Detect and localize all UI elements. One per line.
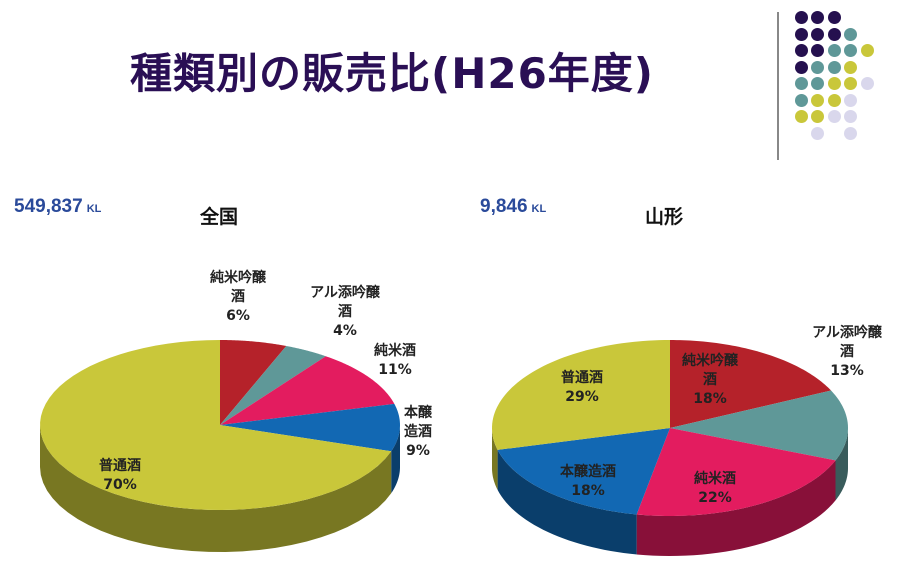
yamagata-chart-title: 山形 <box>645 206 684 228</box>
pie-slice <box>220 356 395 425</box>
decorative-dot <box>795 44 808 57</box>
pie-slice <box>40 340 392 510</box>
national-volume: 549,837 KL <box>14 196 101 218</box>
pie-slice <box>492 340 670 450</box>
pie-slice-side <box>835 428 848 501</box>
pie-slice <box>220 403 400 452</box>
decorative-dot <box>811 126 825 140</box>
decorative-dot <box>811 27 825 41</box>
slice-label-junmai-ginjo-yamagata: 純米吟醸酒 18% <box>679 352 741 409</box>
yamagata-volume: 9,846 KL <box>480 196 546 218</box>
pie-slice <box>636 428 836 516</box>
slice-label-pct: 6% <box>226 308 250 324</box>
yamagata-volume-value: 9,846 <box>480 196 528 217</box>
slice-label: 普通酒 29% <box>561 369 603 405</box>
decorative-dot <box>811 60 825 74</box>
slice-label: アル添吟醸酒 4% <box>310 284 381 339</box>
decorative-dot <box>844 27 858 41</box>
slice-label: 本醸造酒 18% <box>560 463 616 499</box>
national-volume-value: 549,837 <box>14 196 83 217</box>
decorative-dot <box>795 110 808 123</box>
decorative-dot <box>811 110 825 123</box>
slice-label-name: 純米吟醸酒 <box>682 353 738 388</box>
national-volume-unit: KL <box>86 203 102 215</box>
decorative-dot <box>844 126 858 140</box>
decorative-dot <box>844 60 858 74</box>
pie-slice <box>220 340 287 425</box>
pie-slice <box>670 390 848 461</box>
decorative-dot <box>844 44 858 57</box>
decorative-dot <box>811 44 825 57</box>
slice-label: 純米酒 22% <box>694 470 736 506</box>
decorative-dot <box>827 93 841 107</box>
pie-slice-side <box>391 425 400 494</box>
divider-line <box>777 12 779 160</box>
decorative-dot <box>811 11 825 24</box>
slice-label: 純米酒 11% <box>374 342 416 378</box>
decorative-dot <box>811 77 825 90</box>
decorative-dot <box>811 93 825 107</box>
decorative-dot <box>844 77 858 90</box>
decorative-dot <box>827 77 841 90</box>
decorative-dot <box>860 77 874 90</box>
pie-slice-side <box>40 425 392 552</box>
decorative-dot <box>795 60 808 74</box>
decorative-dot <box>844 110 858 123</box>
pie-slice <box>670 340 832 428</box>
pie-slice-side <box>497 449 637 555</box>
decorative-dot <box>795 77 808 90</box>
decorative-dot <box>827 60 841 74</box>
slice-label: 普通酒 70% <box>99 457 141 493</box>
decorative-dot <box>795 27 808 41</box>
decorative-dot <box>827 110 841 123</box>
slice-label: 本醸造酒 9% <box>404 404 433 459</box>
national-chart-title: 全国 <box>200 206 239 228</box>
slide-title: 種類別の販売比(H26年度) <box>130 49 654 98</box>
decorative-dot <box>795 11 808 24</box>
pie-slice <box>497 428 670 515</box>
slice-label-pct: 18% <box>693 391 727 407</box>
decorative-dot <box>860 44 874 57</box>
yamagata-volume-unit: KL <box>531 203 547 215</box>
decorative-dot <box>827 44 841 57</box>
slice-label: アル添吟醸酒 13% <box>812 324 883 379</box>
slice-label-junmai-ginjo-national: 純米吟醸酒 6% <box>207 269 269 326</box>
slice-label-name: 純米吟醸酒 <box>210 270 266 305</box>
decorative-dot <box>844 93 858 107</box>
pie-slice-side <box>492 428 498 490</box>
decorative-dot <box>827 27 841 41</box>
pie-slice <box>220 345 326 425</box>
pie-slice-side <box>636 460 836 556</box>
decorative-dot <box>827 11 841 24</box>
decorative-dot <box>795 93 808 107</box>
